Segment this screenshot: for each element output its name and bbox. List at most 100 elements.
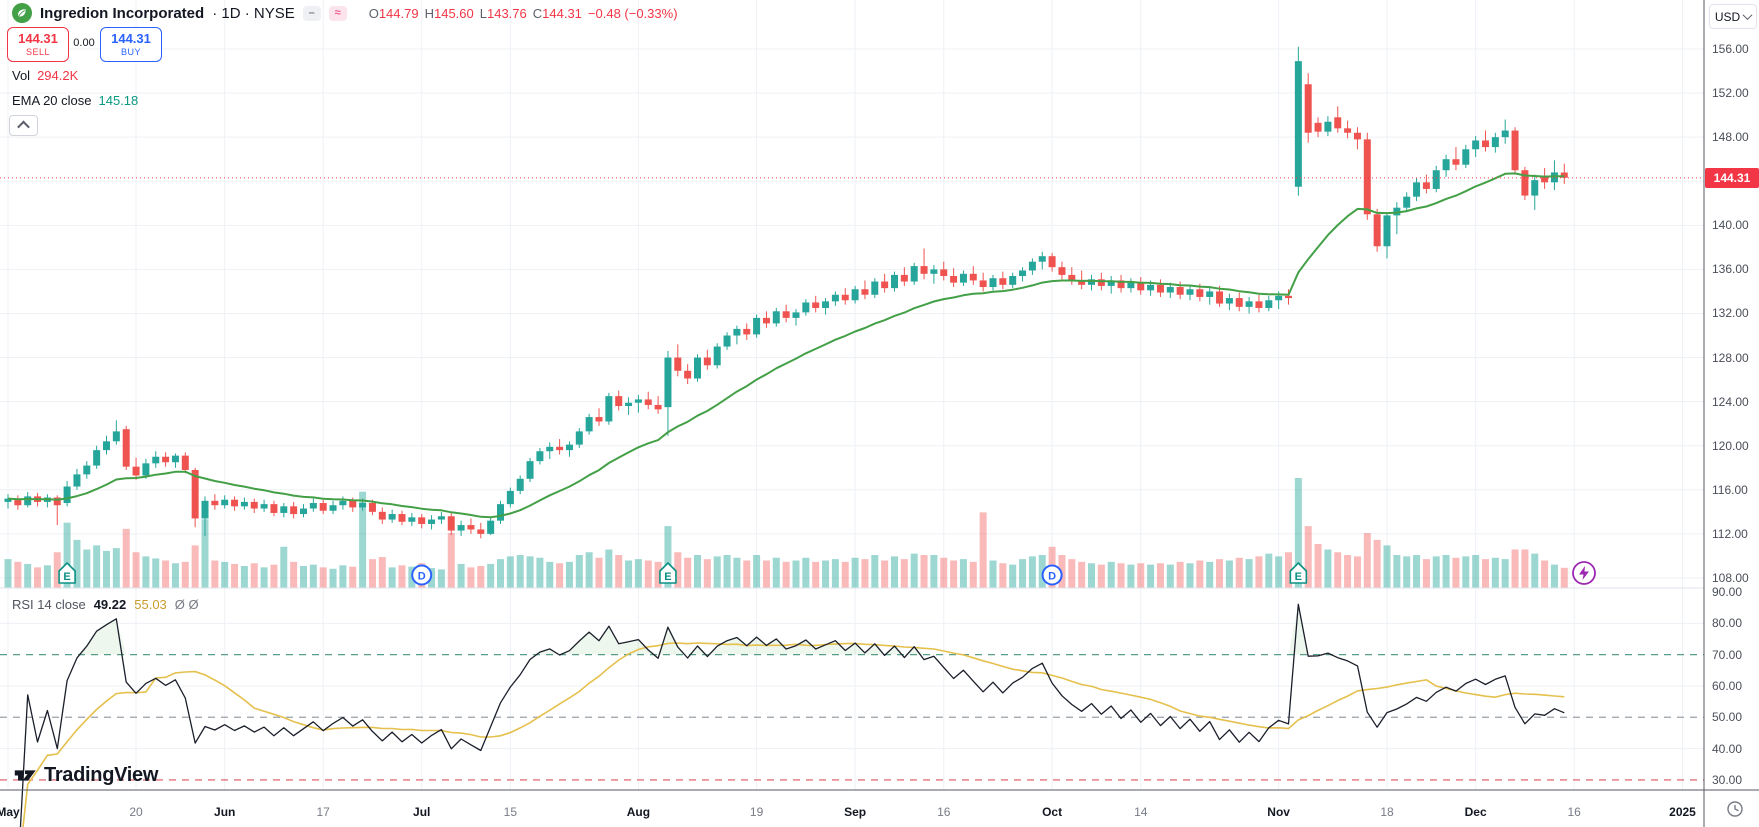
candle-body xyxy=(723,335,731,347)
volume-bar xyxy=(802,557,810,588)
volume-bar xyxy=(270,564,278,588)
symbol-title[interactable]: Ingredion Incorporated xyxy=(40,4,205,22)
volume-bar xyxy=(457,563,465,588)
candle-body xyxy=(1156,284,1164,293)
volume-bar xyxy=(1393,555,1401,588)
volume-bar xyxy=(378,557,386,588)
candle-body xyxy=(556,446,564,451)
candle-body xyxy=(270,504,278,513)
svg-text:E: E xyxy=(1295,571,1302,583)
candle-body xyxy=(300,508,307,515)
time-axis-label: Jun xyxy=(214,805,236,819)
volume-bar xyxy=(1491,557,1499,588)
volume-bar xyxy=(171,563,179,588)
candle-body xyxy=(1097,279,1105,286)
volume-bar xyxy=(398,565,406,588)
candle-body xyxy=(73,474,81,487)
volume-bar xyxy=(979,512,987,588)
candle-body xyxy=(191,469,199,519)
timezone-clock-icon[interactable] xyxy=(1724,798,1746,820)
volume-bar xyxy=(1078,561,1086,588)
candle-body xyxy=(1393,207,1401,216)
volume-bar xyxy=(1511,549,1519,588)
volume-bar xyxy=(1314,544,1322,588)
volume-bar xyxy=(1186,563,1194,588)
rsi-legend[interactable]: RSI 14 close 49.22 55.03 Ø Ø xyxy=(12,597,199,612)
volume-bar xyxy=(300,566,307,588)
volume-bar xyxy=(772,557,780,588)
volume-bar xyxy=(1550,564,1558,588)
candle-body xyxy=(841,294,849,301)
rsi-axis-label: 30.00 xyxy=(1712,772,1743,787)
candle-body xyxy=(103,441,110,451)
candle-body xyxy=(1442,159,1450,171)
change-value: −0.48 (−0.33%) xyxy=(587,5,678,21)
volume-bar xyxy=(1009,564,1017,588)
candle-body xyxy=(526,461,534,479)
buy-button[interactable]: 144.31 BUY xyxy=(100,27,162,62)
volume-bar xyxy=(1088,563,1095,588)
tradingview-watermark[interactable]: TradingView xyxy=(12,762,158,788)
volume-bar xyxy=(142,556,150,588)
dividend-badge[interactable]: D xyxy=(411,564,433,586)
sell-price: 144.31 xyxy=(18,30,58,46)
volume-bar xyxy=(920,555,928,588)
volume-bar xyxy=(1156,563,1164,588)
price-axis-label: 108.00 xyxy=(1712,570,1749,585)
svg-text:E: E xyxy=(664,571,671,583)
volume-bar xyxy=(437,569,445,588)
volume-bar xyxy=(487,563,495,588)
price-axis-label: 136.00 xyxy=(1712,262,1749,277)
market-status-lightning-icon[interactable] xyxy=(1572,561,1596,585)
candle-body xyxy=(231,499,239,507)
volume-bar xyxy=(1294,478,1302,588)
candle-body xyxy=(733,328,741,336)
volume-bar xyxy=(1403,556,1411,588)
candle-body xyxy=(24,496,32,506)
sell-button[interactable]: 144.31 SELL xyxy=(7,27,69,62)
current-price-tag[interactable]: 144.31 xyxy=(1705,168,1759,188)
volume-bar xyxy=(388,567,396,588)
candle-body xyxy=(762,317,770,324)
ema-legend[interactable]: EMA 20 close 145.18 xyxy=(12,93,138,108)
candle-body xyxy=(812,302,820,308)
dividend-badge[interactable]: D xyxy=(1041,564,1063,586)
rsi-line xyxy=(19,603,1565,827)
candle-body xyxy=(634,399,642,403)
candle-body xyxy=(851,289,859,301)
volume-legend[interactable]: Vol 294.2K xyxy=(12,68,78,83)
candle-body xyxy=(428,519,436,524)
currency-selector[interactable]: USD xyxy=(1709,4,1757,29)
volume-bar xyxy=(654,561,662,588)
volume-bar xyxy=(910,553,918,588)
candle-body xyxy=(152,456,160,464)
volume-bar xyxy=(43,565,51,588)
volume-bar xyxy=(989,560,997,588)
volume-bar xyxy=(506,556,514,588)
candle-body xyxy=(171,455,179,463)
price-axis-label: 124.00 xyxy=(1712,394,1749,409)
earnings-badge[interactable]: E xyxy=(1289,562,1308,584)
volume-bar xyxy=(1432,556,1440,588)
volume-bar xyxy=(959,559,967,588)
rsi-value: 49.22 xyxy=(93,597,127,612)
time-axis-label: Oct xyxy=(1042,805,1063,819)
candle-body xyxy=(585,417,593,432)
minimize-chip-icon[interactable]: – xyxy=(302,5,321,21)
candle-body xyxy=(1373,214,1381,247)
approx-chip-icon[interactable]: ≈ xyxy=(328,5,347,21)
volume-bar xyxy=(1373,539,1381,588)
volume-bar xyxy=(546,561,554,588)
tradingview-wordmark: TradingView xyxy=(44,763,159,786)
earnings-badge[interactable]: E xyxy=(58,562,76,584)
volume-bar xyxy=(447,533,455,588)
volume-bar xyxy=(891,556,898,588)
candle-body xyxy=(83,465,91,475)
volume-bar xyxy=(615,555,623,588)
collapse-legend-button[interactable] xyxy=(9,115,38,136)
volume-bar xyxy=(1176,561,1184,588)
earnings-badge[interactable]: E xyxy=(659,562,677,584)
symbol-meta[interactable]: · 1D · NYSE xyxy=(212,4,295,22)
